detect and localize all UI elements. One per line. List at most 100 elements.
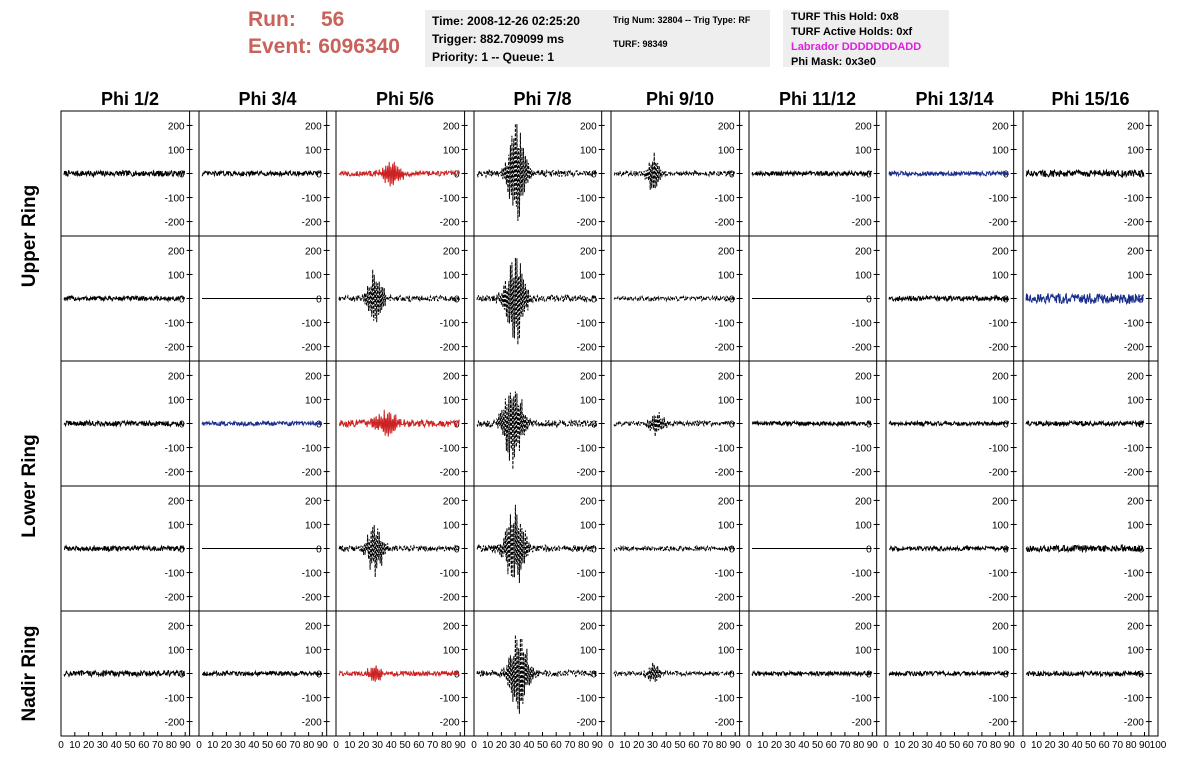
x-tick-label: 10 bbox=[619, 740, 631, 751]
y-tick-label: 0 bbox=[1003, 545, 1009, 556]
y-tick-label: 100 bbox=[580, 520, 597, 531]
y-tick-label: -200 bbox=[440, 718, 460, 729]
y-tick-label: 100 bbox=[1127, 395, 1144, 406]
x-tick-label: 90 bbox=[317, 740, 329, 751]
y-tick-label: -200 bbox=[1124, 718, 1144, 729]
x-tick-label: 10 bbox=[757, 740, 769, 751]
y-tick-label: 200 bbox=[718, 621, 735, 632]
x-tick-label: 20 bbox=[496, 740, 508, 751]
y-tick-label: -200 bbox=[302, 218, 322, 229]
y-tick-label: -100 bbox=[852, 319, 872, 330]
y-tick-label: -100 bbox=[165, 319, 185, 330]
x-tick-label: 10 bbox=[207, 740, 219, 751]
x-tick-label: 50 bbox=[812, 740, 824, 751]
waveform-trace bbox=[338, 524, 460, 578]
y-tick-label: -100 bbox=[577, 444, 597, 455]
y-tick-label: -200 bbox=[852, 593, 872, 604]
run-event-box: Run: 56 Event: 6096340 bbox=[248, 6, 400, 60]
y-tick-label: 200 bbox=[855, 371, 872, 382]
y-tick-label: 200 bbox=[718, 371, 735, 382]
y-tick-label: 100 bbox=[168, 270, 185, 281]
y-tick-label: 200 bbox=[718, 246, 735, 257]
x-tick-label: 70 bbox=[1112, 740, 1124, 751]
x-tick-label: 0 bbox=[746, 740, 752, 751]
y-tick-label: -100 bbox=[1124, 194, 1144, 205]
y-tick-label: -200 bbox=[1124, 593, 1144, 604]
y-tick-label: 100 bbox=[580, 395, 597, 406]
turf-line: TURF: 98349 bbox=[613, 39, 668, 49]
y-tick-label: -200 bbox=[1124, 468, 1144, 479]
x-tick-label: 60 bbox=[276, 740, 288, 751]
y-tick-label: 100 bbox=[305, 645, 322, 656]
waveform-panel: 200 100 0 -100 -200 0 10 20 30 40 50 60 70 80 90 bbox=[333, 610, 475, 751]
phi-mask-line: Phi Mask: 0x3e0 bbox=[791, 56, 876, 68]
y-tick-label: 0 bbox=[1003, 670, 1009, 681]
y-tick-label: 0 bbox=[454, 545, 460, 556]
waveform-trace bbox=[476, 634, 597, 714]
waveform-trace bbox=[1025, 543, 1145, 554]
run-label: Run: bbox=[248, 8, 296, 31]
y-tick-label: 200 bbox=[580, 496, 597, 507]
y-tick-label: -100 bbox=[852, 194, 872, 205]
y-tick-label: -200 bbox=[989, 343, 1009, 354]
x-tick-label: 30 bbox=[372, 740, 384, 751]
y-tick-label: 200 bbox=[718, 121, 735, 132]
y-tick-label: 100 bbox=[580, 145, 597, 156]
y-tick-label: 100 bbox=[855, 645, 872, 656]
waveform-trace bbox=[201, 169, 322, 178]
event-value: 6096340 bbox=[318, 35, 400, 58]
y-tick-label: -200 bbox=[715, 468, 735, 479]
waveform-trace bbox=[888, 169, 1010, 178]
x-tick-label: 80 bbox=[303, 740, 315, 751]
y-tick-label: -200 bbox=[440, 343, 460, 354]
y-tick-label: 0 bbox=[454, 295, 460, 306]
y-tick-label: 0 bbox=[179, 295, 185, 306]
y-tick-label: 200 bbox=[855, 246, 872, 257]
y-tick-label: 200 bbox=[168, 496, 185, 507]
x-tick-label: 20 bbox=[1044, 740, 1056, 751]
trig-info-box: Trig Num: 32804 -- Trig Type: RF TURF: 9… bbox=[605, 10, 770, 67]
column-header: Phi 7/8 bbox=[513, 89, 571, 109]
y-tick-label: -200 bbox=[989, 718, 1009, 729]
x-tick-label: 40 bbox=[661, 740, 673, 751]
time-info-box: Time: 2008-12-26 02:25:20 Trigger: 882.7… bbox=[425, 10, 617, 67]
x-tick-label: 70 bbox=[289, 740, 301, 751]
x-tick-label: 90 bbox=[455, 740, 467, 751]
y-tick-label: 200 bbox=[305, 246, 322, 257]
waveform-panel: 200 100 0 -100 -200 0 10 20 30 40 50 60 70 80 90 bbox=[196, 610, 337, 751]
waveform-trace bbox=[1025, 419, 1145, 428]
trig-num-line: Trig Num: 32804 -- Trig Type: RF bbox=[613, 15, 751, 25]
y-tick-label: 200 bbox=[168, 371, 185, 382]
run-value: 56 bbox=[321, 8, 345, 31]
y-tick-label: 200 bbox=[443, 621, 460, 632]
trigger-line: Trigger: 882.709099 ms bbox=[432, 32, 565, 46]
x-tick-label: 0 bbox=[471, 740, 477, 751]
y-tick-label: 100 bbox=[305, 395, 322, 406]
y-tick-label: 200 bbox=[580, 246, 597, 257]
column-header: Phi 3/4 bbox=[238, 89, 296, 109]
y-tick-label: 100 bbox=[443, 520, 460, 531]
waveform-trace bbox=[889, 544, 1009, 553]
x-tick-label: 30 bbox=[235, 740, 247, 751]
y-tick-label: 200 bbox=[168, 246, 185, 257]
y-tick-label: -100 bbox=[302, 319, 322, 330]
y-tick-label: 200 bbox=[855, 621, 872, 632]
turf-active-line: TURF Active Holds: 0xf bbox=[791, 26, 913, 38]
y-tick-label: 100 bbox=[580, 270, 597, 281]
y-tick-label: -200 bbox=[577, 718, 597, 729]
x-tick-label: 70 bbox=[976, 740, 988, 751]
y-tick-label: 200 bbox=[580, 621, 597, 632]
y-tick-label: -200 bbox=[440, 593, 460, 604]
y-tick-label: -100 bbox=[577, 569, 597, 580]
labrador-line: Labrador DDDDDDDADD bbox=[791, 41, 922, 53]
x-tick-label: 90 bbox=[1139, 740, 1151, 751]
y-tick-label: -200 bbox=[852, 218, 872, 229]
